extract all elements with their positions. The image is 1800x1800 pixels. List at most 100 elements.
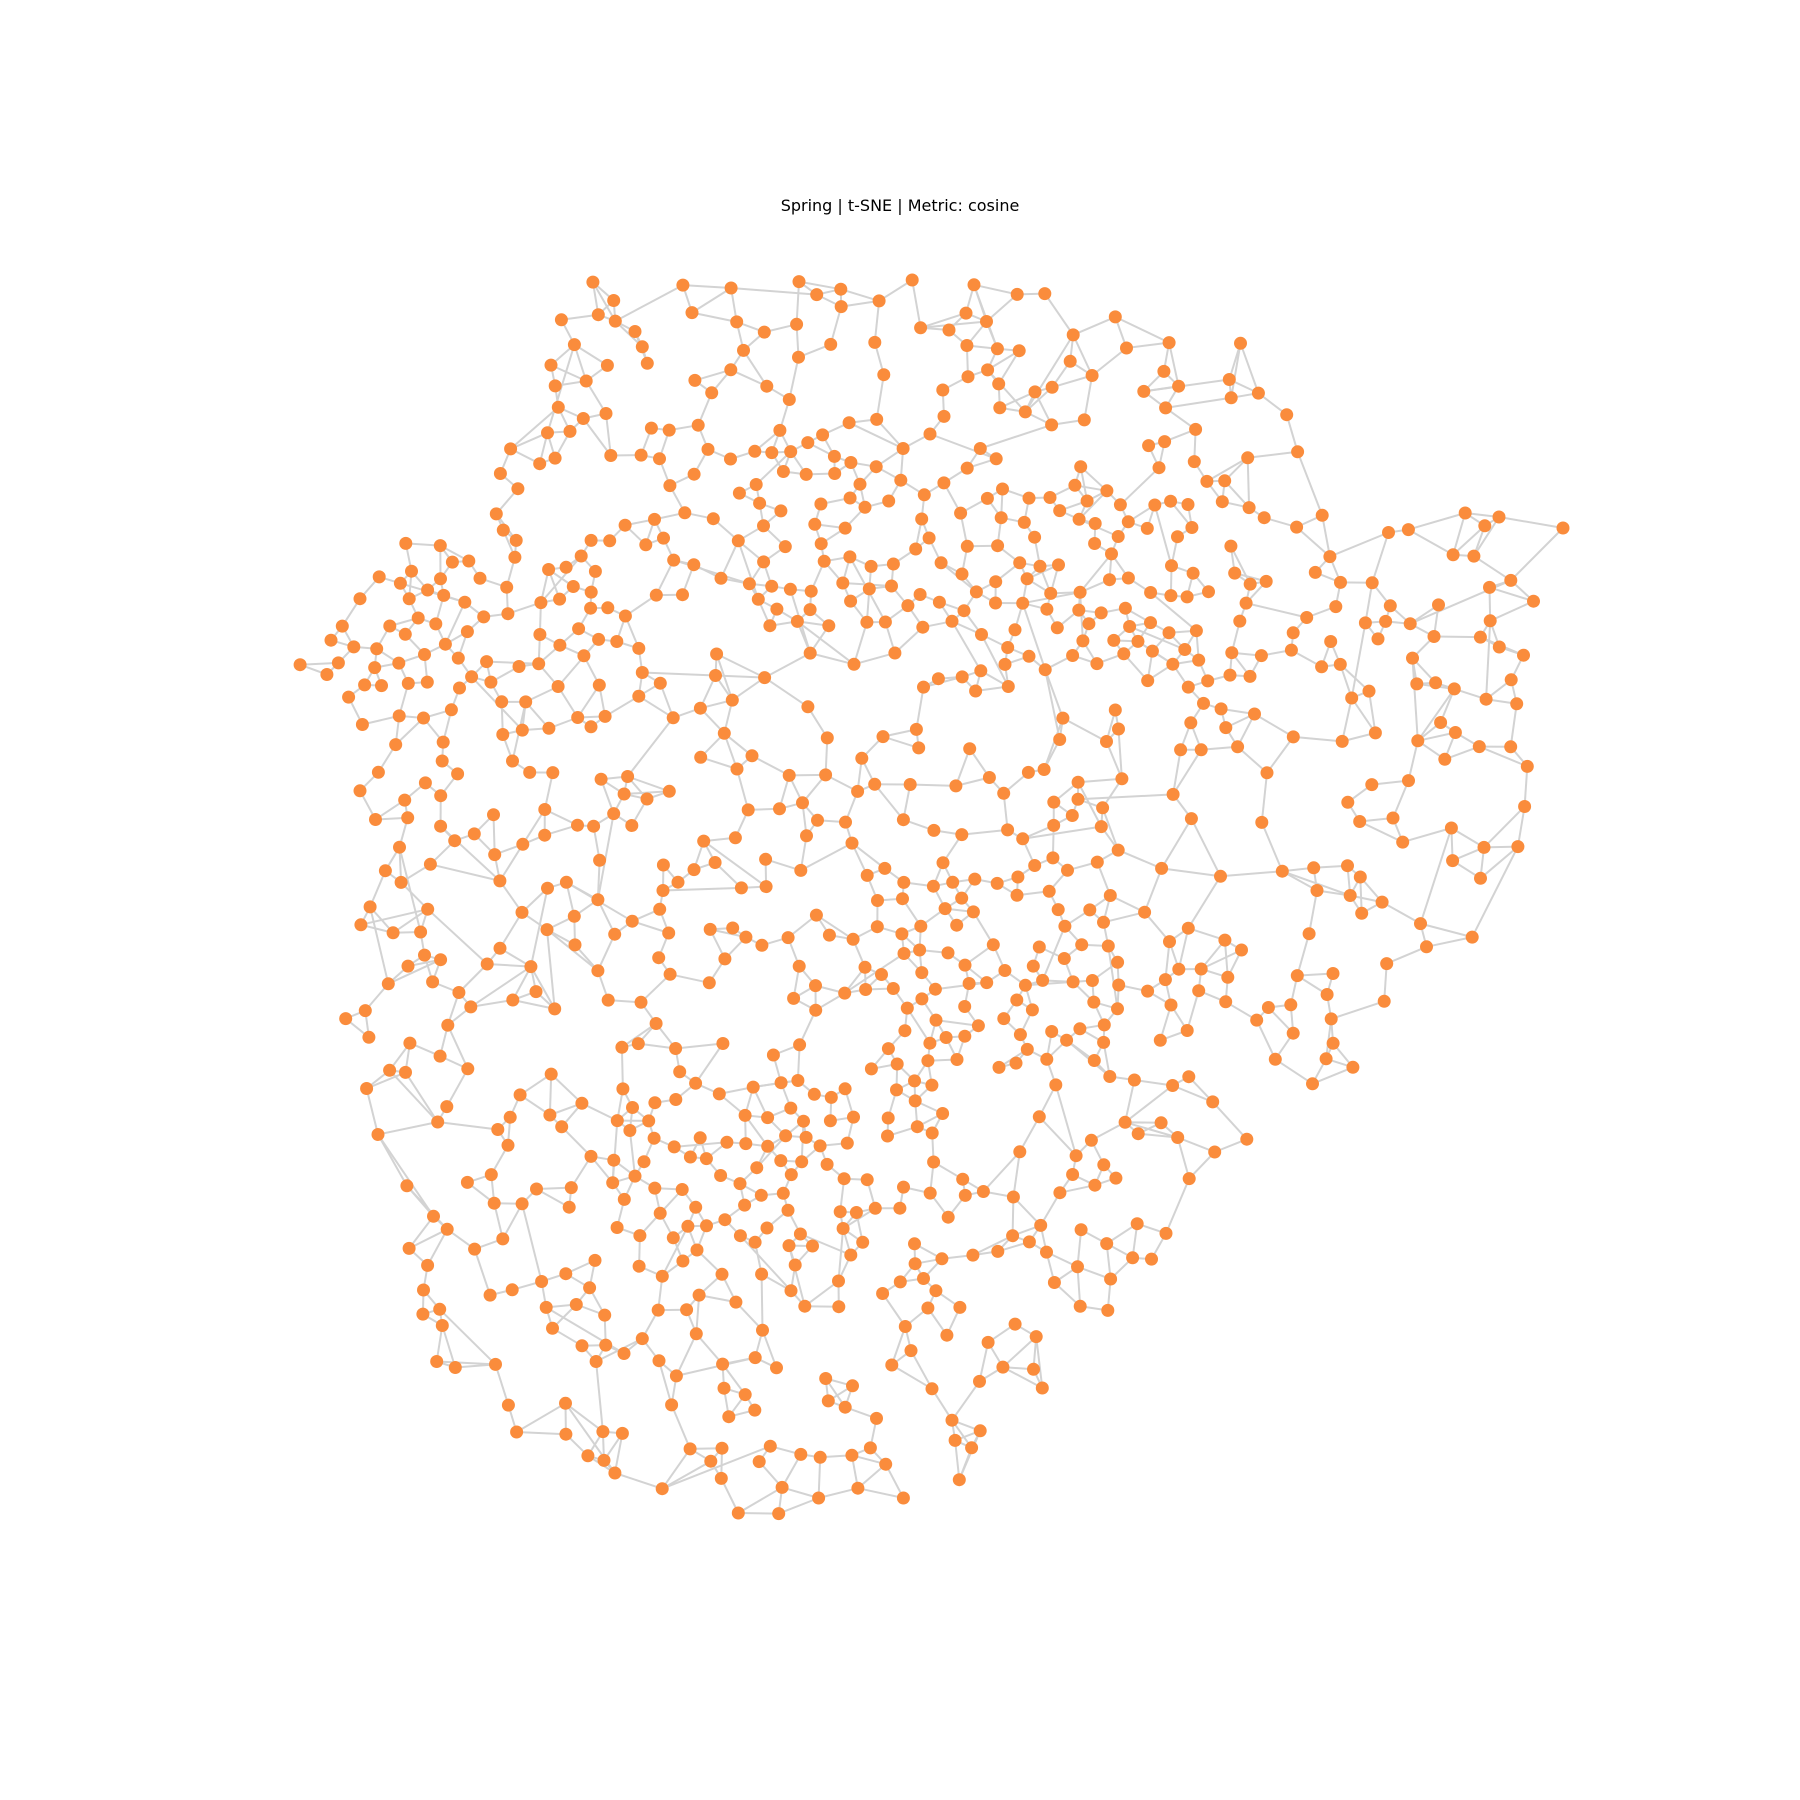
graph-node xyxy=(355,718,369,731)
graph-node xyxy=(821,1394,835,1408)
graph-node xyxy=(1241,451,1255,465)
graph-edge xyxy=(1124,1084,1174,1124)
graph-node xyxy=(940,1328,954,1342)
graph-node xyxy=(751,592,765,606)
graph-node xyxy=(792,959,806,973)
graph-node xyxy=(966,1248,980,1262)
graph-node xyxy=(1223,668,1237,682)
graph-node xyxy=(1164,589,1178,603)
graph-node xyxy=(1155,861,1169,875)
graph-edge xyxy=(800,1233,852,1256)
graph-node xyxy=(572,622,586,636)
graph-node xyxy=(632,641,646,655)
graph-node xyxy=(1154,1116,1168,1130)
graph-node xyxy=(1333,657,1347,671)
graph-node xyxy=(916,620,930,634)
graph-node xyxy=(1224,391,1238,405)
graph-node xyxy=(378,864,392,878)
graph-node xyxy=(448,1361,462,1374)
graph-node xyxy=(1206,1095,1220,1109)
graph-node xyxy=(1371,632,1385,646)
graph-node xyxy=(487,808,500,822)
graph-node xyxy=(501,1138,515,1152)
graph-node xyxy=(617,787,631,801)
graph-node xyxy=(741,803,755,817)
graph-node xyxy=(700,1219,713,1233)
graph-node xyxy=(523,765,537,779)
graph-edge xyxy=(764,676,809,708)
graph-node xyxy=(501,1398,515,1412)
graph-node xyxy=(946,875,960,889)
graph-node xyxy=(421,583,435,597)
graph-edge xyxy=(1177,927,1190,970)
graph-node xyxy=(1517,648,1530,662)
graph-node xyxy=(1326,1036,1340,1050)
graph-node xyxy=(915,966,929,980)
graph-node xyxy=(1250,1013,1264,1027)
graph-node xyxy=(809,1003,823,1017)
graph-node xyxy=(775,1480,789,1494)
graph-node xyxy=(1329,600,1343,614)
graph-node xyxy=(742,577,756,591)
graph-node xyxy=(1324,1012,1338,1026)
graph-node xyxy=(584,585,598,599)
graph-edge xyxy=(875,418,904,450)
graph-edge xyxy=(1079,592,1084,641)
graph-node xyxy=(1458,506,1472,520)
graph-node xyxy=(838,1082,852,1096)
graph-node xyxy=(1166,787,1180,801)
graph-edge xyxy=(1083,375,1094,421)
graph-node xyxy=(710,647,724,661)
graph-node xyxy=(726,921,740,935)
graph-node xyxy=(1130,1217,1144,1231)
node-layer xyxy=(293,273,1570,1521)
graph-node xyxy=(1171,1131,1185,1144)
graph-node xyxy=(1214,869,1227,883)
graph-edge xyxy=(1078,490,1108,520)
graph-edge xyxy=(438,1308,497,1366)
graph-node xyxy=(997,786,1011,800)
graph-node xyxy=(1071,792,1085,806)
graph-node xyxy=(1341,795,1355,809)
graph-node xyxy=(784,1168,798,1182)
graph-node xyxy=(586,275,600,289)
graph-node xyxy=(607,807,621,821)
graph-edge xyxy=(873,300,881,343)
graph-node xyxy=(1148,498,1162,512)
graph-node xyxy=(755,938,769,952)
graph-node xyxy=(969,585,983,599)
graph-edge xyxy=(1274,1058,1314,1085)
graph-node xyxy=(950,1053,964,1066)
graph-node xyxy=(496,1232,510,1246)
graph-node xyxy=(847,1110,860,1124)
graph-node xyxy=(493,941,507,955)
graph-node xyxy=(931,672,945,686)
graph-node xyxy=(607,1153,621,1167)
graph-node xyxy=(1286,1026,1300,1040)
graph-node xyxy=(634,448,648,462)
graph-node xyxy=(591,964,605,978)
graph-node xyxy=(975,628,988,641)
graph-edge xyxy=(1402,827,1452,844)
graph-node xyxy=(904,1344,918,1358)
graph-node xyxy=(803,646,817,660)
graph-node xyxy=(584,1149,598,1163)
graph-node xyxy=(381,977,395,991)
graph-node xyxy=(587,819,601,833)
graph-node xyxy=(512,660,526,673)
graph-node xyxy=(368,661,382,675)
graph-node xyxy=(724,363,738,377)
graph-node xyxy=(1346,1060,1360,1074)
graph-edge xyxy=(638,695,674,719)
graph-node xyxy=(1200,474,1214,488)
graph-edge xyxy=(573,343,608,367)
graph-node xyxy=(1286,626,1300,640)
graph-node xyxy=(781,1203,795,1217)
graph-node xyxy=(824,1090,838,1104)
graph-node xyxy=(628,1169,642,1183)
graph-node xyxy=(601,993,615,1007)
graph-node xyxy=(1218,474,1232,488)
graph-node xyxy=(1326,967,1340,980)
graph-edge xyxy=(1230,343,1242,398)
graph-edge xyxy=(392,908,429,934)
